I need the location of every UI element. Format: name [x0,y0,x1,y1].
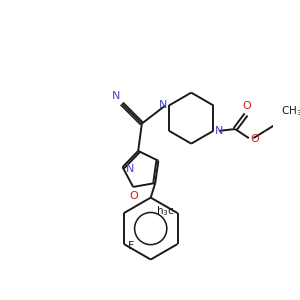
Text: O: O [243,101,251,111]
Text: N: N [159,100,167,110]
Text: F: F [128,241,134,251]
Text: N: N [126,164,135,174]
Text: O: O [130,190,138,201]
Text: O: O [250,134,260,144]
Text: h$_3$c: h$_3$c [156,204,175,218]
Text: N: N [112,91,120,101]
Text: CH$_3$: CH$_3$ [281,104,300,118]
Text: N: N [215,126,224,136]
